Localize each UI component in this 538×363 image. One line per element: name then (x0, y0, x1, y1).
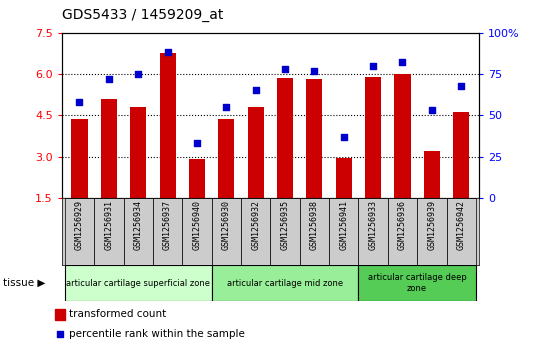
Point (457, 83, 465, 89)
Text: articular cartilage mid zone: articular cartilage mid zone (227, 279, 343, 287)
Bar (358, 265, 476, 301)
Bar (447, 198, 476, 265)
Bar (247, 107, 264, 198)
Text: articular cartilage deep
zone: articular cartilage deep zone (368, 273, 466, 293)
Bar (153, 198, 182, 265)
Bar (417, 198, 447, 265)
Point (134, 71, 143, 77)
Text: GSM1256936: GSM1256936 (398, 200, 407, 250)
Point (104, 76, 113, 82)
Bar (277, 78, 293, 198)
Point (163, 50, 172, 56)
Text: GSM1256929: GSM1256929 (75, 200, 84, 250)
Text: GSM1256938: GSM1256938 (310, 200, 319, 250)
Bar (336, 158, 352, 198)
Text: GSM1256941: GSM1256941 (339, 200, 348, 250)
Bar (55, 309, 65, 320)
Text: GSM1256940: GSM1256940 (193, 200, 201, 250)
Bar (101, 99, 117, 198)
Text: GSM1256930: GSM1256930 (222, 200, 231, 250)
Bar (218, 119, 235, 198)
Bar (453, 113, 469, 198)
Bar (159, 53, 175, 198)
Bar (241, 198, 271, 265)
Point (398, 60, 407, 65)
Bar (306, 79, 322, 198)
Point (310, 68, 318, 74)
Bar (124, 198, 153, 265)
Text: GSM1256931: GSM1256931 (104, 200, 114, 250)
Bar (424, 151, 440, 198)
Bar (300, 198, 329, 265)
Bar (329, 198, 358, 265)
Text: transformed count: transformed count (69, 309, 166, 319)
Point (281, 66, 289, 72)
Bar (189, 159, 205, 198)
Bar (394, 74, 410, 198)
Text: GSM1256932: GSM1256932 (251, 200, 260, 250)
Text: GSM1256937: GSM1256937 (163, 200, 172, 250)
Bar (182, 198, 211, 265)
Bar (211, 265, 358, 301)
Bar (358, 198, 388, 265)
Point (222, 104, 231, 110)
Text: articular cartilage superficial zone: articular cartilage superficial zone (66, 279, 210, 287)
Bar (65, 265, 211, 301)
Bar (211, 198, 241, 265)
Text: tissue ▶: tissue ▶ (3, 278, 45, 288)
Bar (65, 198, 94, 265)
Point (75, 99, 84, 105)
Text: GDS5433 / 1459209_at: GDS5433 / 1459209_at (62, 8, 223, 22)
Point (56, 331, 65, 337)
Bar (365, 77, 381, 198)
Text: GSM1256933: GSM1256933 (369, 200, 378, 250)
Bar (388, 198, 417, 265)
Text: GSM1256935: GSM1256935 (280, 200, 289, 250)
Bar (271, 198, 300, 265)
Bar (72, 119, 88, 198)
Text: GSM1256934: GSM1256934 (134, 200, 143, 250)
Point (251, 87, 260, 93)
Point (428, 107, 436, 113)
Text: GSM1256942: GSM1256942 (457, 200, 466, 250)
Bar (94, 198, 124, 265)
Point (193, 140, 201, 146)
Text: percentile rank within the sample: percentile rank within the sample (69, 329, 245, 339)
Point (369, 63, 378, 69)
Bar (130, 107, 146, 198)
Point (339, 134, 348, 140)
Text: GSM1256939: GSM1256939 (427, 200, 436, 250)
